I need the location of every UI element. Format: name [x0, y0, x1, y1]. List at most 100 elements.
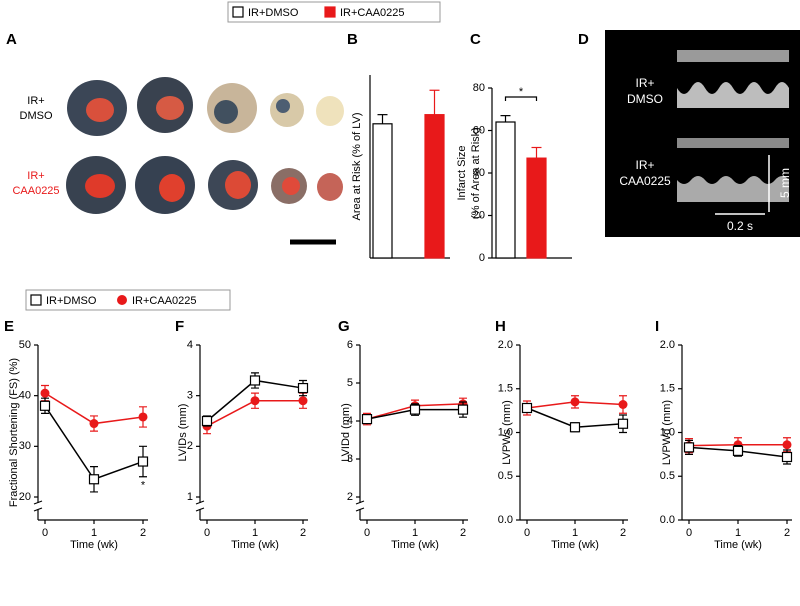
echo-label: CAA0225 [619, 174, 671, 188]
panel-letter: C [470, 31, 481, 48]
row-label: IR+ [27, 95, 44, 107]
annotation: * [519, 86, 524, 98]
x-axis-label: Time (wk) [231, 539, 279, 551]
legend-marker [232, 6, 244, 18]
y-axis-label: LVIDs (mm) [177, 404, 189, 462]
legend-label: IR+CAA0225 [340, 7, 405, 19]
y-tick-label: 2.0 [498, 339, 513, 351]
x-tick-label: 0 [204, 527, 210, 539]
data-point [89, 419, 99, 429]
panel-letter: I [655, 318, 659, 335]
echo-traces [677, 50, 789, 202]
y-tick-label: 20 [19, 491, 31, 503]
x-tick-label: 1 [735, 527, 741, 539]
y-tick-label: 0 [479, 252, 485, 264]
axis-break [355, 500, 365, 505]
x-tick-label: 2 [784, 527, 790, 539]
y-axis-label: LVIDd (mm) [340, 403, 352, 461]
data-point [249, 375, 261, 386]
annotation: * [141, 480, 146, 492]
y-tick-label: 2 [187, 440, 193, 452]
y-axis-label: (% of Area at Risk) [470, 127, 482, 219]
row-label: DMSO [20, 110, 53, 122]
row-label: CAA0225 [12, 185, 59, 197]
y-tick-label: 0.5 [498, 470, 513, 482]
y-tick-label: 5 [347, 377, 353, 389]
y-tick-label: 3 [347, 453, 353, 465]
legend-label: IR+DMSO [46, 295, 97, 307]
y-tick-label: 20 [473, 209, 485, 221]
y-tick-label: 40 [473, 167, 485, 179]
axis-break [195, 507, 205, 512]
x-tick-label: 2 [300, 527, 306, 539]
y-tick-label: 6 [347, 339, 353, 351]
panel-letter: H [495, 318, 506, 335]
axis-break [33, 500, 43, 505]
x-tick-label: 1 [252, 527, 258, 539]
x-axis-label: Time (wk) [391, 539, 439, 551]
y-tick-label: 80 [473, 82, 485, 94]
data-point [683, 442, 695, 453]
y-axis-label: Fractional Shortening (FS) (%) [8, 358, 20, 507]
panel-letter: G [338, 318, 350, 335]
axis-break [33, 507, 43, 512]
y-axis-label: Infarct Size [456, 145, 468, 200]
x-tick-label: 2 [140, 527, 146, 539]
x-axis-label: Time (wk) [551, 539, 599, 551]
data-point [569, 422, 581, 433]
y-axis-label: LVPWs (mm) [501, 400, 513, 465]
data-point [782, 440, 792, 450]
echo-label: DMSO [627, 92, 663, 106]
data-point [201, 415, 213, 427]
data-point [40, 388, 50, 398]
x-tick-label: 1 [572, 527, 578, 539]
x-tick-label: 1 [412, 527, 418, 539]
data-point [138, 412, 148, 422]
panel-letter: D [578, 31, 589, 48]
x-tick-label: 0 [364, 527, 370, 539]
data-point [617, 418, 629, 429]
data-point [521, 402, 533, 414]
scale-label: 0.2 s [727, 219, 753, 233]
data-point [409, 404, 421, 415]
y-tick-label: 1 [187, 491, 193, 503]
legend-label: IR+CAA0225 [132, 295, 197, 307]
data-point [781, 451, 793, 463]
data-point [570, 397, 580, 407]
echo-label: IR+ [635, 76, 654, 90]
y-tick-label: 50 [19, 339, 31, 351]
y-tick-label: 1.0 [498, 426, 513, 438]
data-point [297, 382, 309, 394]
y-tick-label: 0.5 [660, 470, 675, 482]
y-tick-label: 1.5 [498, 383, 513, 395]
data-point [250, 396, 260, 406]
y-tick-label: 4 [347, 415, 353, 427]
y-tick-label: 1.5 [660, 383, 675, 395]
panel-letter: B [347, 31, 358, 48]
data-point [618, 400, 628, 409]
scale-label: 5 mm [778, 168, 792, 198]
data-point [732, 445, 744, 456]
bar [526, 157, 547, 259]
data-point [88, 474, 100, 485]
y-tick-label: 0.0 [498, 514, 513, 526]
y-tick-label: 4 [187, 339, 193, 351]
bar [372, 123, 393, 259]
y-tick-label: 1.0 [660, 426, 675, 438]
x-tick-label: 0 [524, 527, 530, 539]
legend-marker [117, 295, 127, 305]
axis-break [355, 507, 365, 512]
row-label: IR+ [27, 170, 44, 182]
y-axis-label: Area at Risk (% of LV) [351, 113, 363, 221]
echo-label: IR+ [635, 158, 654, 172]
y-tick-label: 3 [187, 390, 193, 402]
heart-slices [66, 77, 344, 245]
x-tick-label: 0 [686, 527, 692, 539]
x-tick-label: 2 [460, 527, 466, 539]
panel-letter: A [6, 31, 17, 48]
y-tick-label: 2 [347, 491, 353, 503]
legend-marker [324, 6, 336, 18]
y-tick-label: 60 [473, 124, 485, 136]
x-axis-label: Time (wk) [70, 539, 118, 551]
